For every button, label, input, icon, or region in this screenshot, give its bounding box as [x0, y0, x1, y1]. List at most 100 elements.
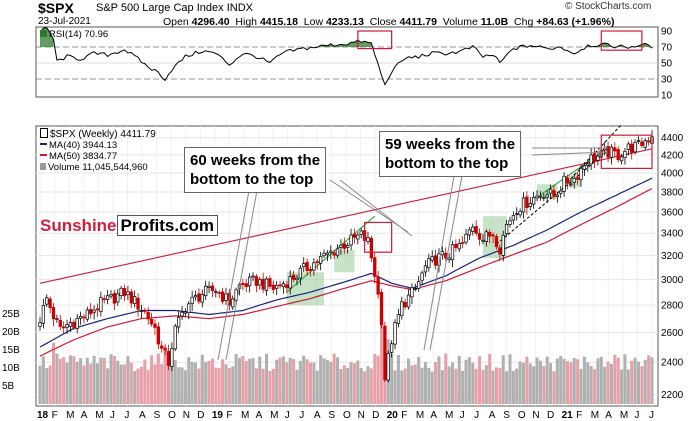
annotation-pointer: [217, 184, 251, 361]
chg-label: Chg: [514, 16, 534, 28]
candle-body: [329, 250, 333, 253]
volume-tick-label: 5B: [2, 381, 15, 392]
candle-body: [373, 257, 377, 277]
stockcharts-credit[interactable]: © StockCharts.com: [565, 1, 652, 12]
candle-body: [291, 274, 296, 280]
volume-bar: [180, 367, 184, 404]
volume-label: Volume: [442, 16, 478, 28]
x-tick-label: F: [576, 410, 582, 421]
low-value: 4233.13: [325, 16, 364, 28]
x-tick-label: M: [445, 410, 453, 421]
volume-bar: [522, 362, 526, 404]
volume-bar: [251, 358, 255, 404]
x-tick-label: J: [649, 410, 654, 421]
index-name: S&P 500 Large Cap Index: [96, 2, 224, 14]
candle-body: [153, 323, 157, 328]
volume-bar: [430, 371, 434, 404]
candle-body: [542, 196, 546, 199]
x-tick-label: M: [416, 410, 424, 421]
volume-bar: [207, 360, 211, 404]
x-tick-label: A: [430, 410, 437, 421]
x-tick-label: N: [358, 410, 365, 421]
volume-bar: [572, 357, 576, 404]
candle-body: [312, 262, 316, 271]
candle-body: [386, 353, 390, 381]
x-axis: 18 F M A M J J A S O N D 19 F M A M J J A S O N D 20 F M A M J J A S O N D 2…: [37, 410, 654, 421]
candle-body: [315, 261, 319, 263]
volume-bar: [606, 361, 610, 404]
candle-body: [244, 283, 248, 287]
candle-body: [48, 298, 52, 309]
volume-bar: [542, 365, 546, 404]
rsi-overbought-area: [46, 27, 51, 47]
rsi-swatch-icon: [40, 30, 47, 37]
x-tick-label: S: [503, 410, 510, 421]
x-tick-label: N: [532, 410, 539, 421]
candle-body: [379, 292, 384, 325]
volume-bar: [346, 367, 350, 404]
candle-swatch-icon: [40, 128, 48, 138]
volume-bar: [366, 366, 370, 404]
volume-bar: [194, 362, 198, 404]
x-tick-label: D: [372, 410, 379, 421]
annotation-pointers: [217, 147, 609, 361]
volume-bar: [129, 362, 133, 404]
rsi-highlight-boxes: [357, 30, 643, 51]
volume-bar: [41, 356, 45, 404]
price-panel: 5B 10B 15B 20B 25B 2200 2400 2600 2800 3000 3200 3…: [2, 124, 684, 421]
volume-bar: [295, 369, 299, 404]
black-dashed-2021-line: [496, 150, 609, 245]
volume-bar: [48, 365, 52, 404]
annotation-pointer: [423, 169, 456, 351]
green-up-2021-line: [540, 147, 609, 196]
volume-bar: [52, 342, 56, 404]
price-candles: [38, 130, 654, 383]
x-tick-label: J: [124, 410, 129, 421]
candle-body: [538, 195, 543, 198]
candle-body: [143, 310, 147, 312]
rsi-overbought-area: [351, 42, 355, 47]
volume-bar: [613, 354, 617, 404]
symbol-name: S&P 500 Large Cap Index INDX: [96, 2, 253, 14]
volume-bar: [123, 364, 127, 404]
candle-body: [214, 291, 218, 293]
candle-body: [75, 317, 79, 329]
volume-bar: [200, 354, 204, 404]
candle-body: [339, 244, 343, 248]
candle-body: [511, 215, 516, 221]
candle-body: [160, 345, 164, 349]
volume-bar: [187, 357, 191, 404]
volume-bar: [116, 360, 120, 404]
volume-bar: [363, 371, 367, 404]
volume-bar: [38, 365, 42, 404]
candle-body: [504, 223, 509, 235]
rsi-tick-label: 10: [661, 91, 673, 102]
volume-bar: [403, 368, 407, 404]
candle-body: [572, 177, 576, 183]
volume-bar: [258, 356, 262, 404]
candle-body: [163, 348, 167, 351]
candle-body: [633, 142, 637, 153]
volume-bar: [139, 366, 143, 404]
candle-body: [552, 190, 556, 197]
candle-body: [318, 256, 323, 264]
annotation-60-weeks: 60 weeks from the bottom to the top: [184, 147, 327, 193]
volume-bar: [515, 368, 519, 404]
candle-body: [359, 230, 363, 235]
candle-body: [464, 233, 468, 243]
x-tick-label: J: [299, 410, 304, 421]
volume-bar: [153, 364, 157, 404]
sunshine-profits-logo: Sunshine Profits.com: [40, 215, 219, 236]
candle-body: [430, 256, 434, 261]
candle-body: [278, 284, 282, 287]
volume-bar: [616, 357, 620, 404]
ma50-line: [39, 188, 653, 357]
volume-bar: [518, 361, 522, 404]
volume-bar: [305, 359, 309, 404]
high-label: High: [235, 16, 258, 28]
candle-body: [122, 288, 127, 297]
candle-body: [204, 285, 208, 297]
candle-body: [302, 263, 306, 268]
volume-bar: [177, 367, 181, 404]
volume-bar: [261, 368, 265, 404]
